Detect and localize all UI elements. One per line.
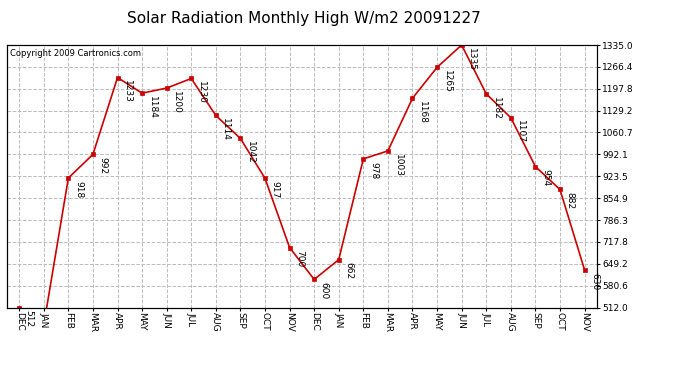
Text: 954: 954 bbox=[541, 169, 550, 186]
Text: 662: 662 bbox=[344, 262, 353, 279]
Text: 1200: 1200 bbox=[172, 91, 181, 114]
Text: 1335: 1335 bbox=[467, 48, 476, 71]
Text: 918: 918 bbox=[74, 181, 83, 198]
Text: 992: 992 bbox=[99, 157, 108, 174]
Text: 630: 630 bbox=[590, 273, 599, 290]
Text: 1230: 1230 bbox=[197, 81, 206, 104]
Text: Solar Radiation Monthly High W/m2 20091227: Solar Radiation Monthly High W/m2 200912… bbox=[127, 11, 480, 26]
Text: 1233: 1233 bbox=[123, 80, 132, 103]
Text: 600: 600 bbox=[319, 282, 328, 300]
Text: 1042: 1042 bbox=[246, 141, 255, 164]
Text: 457: 457 bbox=[0, 374, 1, 375]
Text: 1168: 1168 bbox=[418, 101, 427, 124]
Text: 700: 700 bbox=[295, 251, 304, 268]
Text: 882: 882 bbox=[566, 192, 575, 209]
Text: 917: 917 bbox=[270, 181, 279, 198]
Text: 512: 512 bbox=[25, 310, 34, 327]
Text: Copyright 2009 Cartronics.com: Copyright 2009 Cartronics.com bbox=[10, 49, 141, 58]
Text: 978: 978 bbox=[369, 162, 378, 179]
Text: 1107: 1107 bbox=[516, 120, 525, 144]
Text: 1003: 1003 bbox=[393, 154, 402, 177]
Text: 1114: 1114 bbox=[221, 118, 230, 141]
Text: 1184: 1184 bbox=[148, 96, 157, 119]
Text: 1182: 1182 bbox=[492, 97, 501, 120]
Text: 1265: 1265 bbox=[442, 70, 452, 93]
